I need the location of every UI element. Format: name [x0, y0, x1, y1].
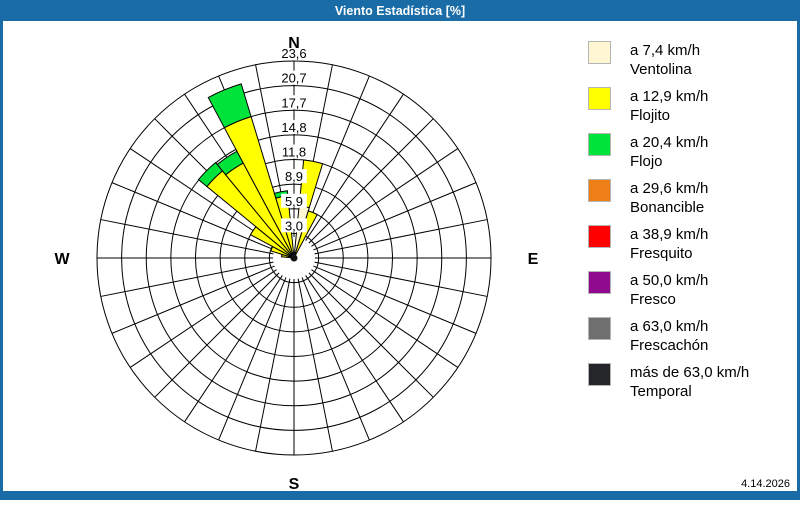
bottom-bar [0, 491, 800, 500]
legend-swatch-4-icon [588, 225, 611, 248]
rose-bar-segment [293, 210, 318, 259]
legend-item: a 29,6 km/h Bonancible [588, 179, 788, 217]
legend-item: a 12,9 km/h Flojito [588, 87, 788, 125]
compass-label-w: W [54, 251, 70, 268]
compass-label-e: E [528, 251, 539, 268]
ring-label: 23,6 [281, 46, 306, 61]
legend-name-label: Bonancible [630, 199, 705, 216]
legend-item: a 50,0 km/h Fresco [588, 271, 788, 309]
legend-swatch-2-icon [588, 133, 611, 156]
legend-speed-label: a 50,0 km/h [630, 272, 709, 289]
legend-speed-label: a 29,6 km/h [630, 180, 709, 197]
rose-bar-segment [273, 190, 289, 199]
ring-label: 17,7 [281, 95, 306, 110]
legend-speed-label: a 12,9 km/h [630, 88, 709, 105]
legend-swatch-3-icon [588, 179, 611, 202]
ring-label: 3,0 [285, 218, 303, 233]
legend-speed-label: a 20,4 km/h [630, 134, 709, 151]
legend-swatch-6-icon [588, 317, 611, 340]
legend-name-label: Flojo [630, 153, 663, 170]
window-border-right [797, 21, 800, 500]
legend-speed-label: más de 63,0 km/h [630, 364, 750, 381]
title-bar: Viento Estadística [%] [0, 0, 800, 21]
legend-swatch-7-icon [588, 363, 611, 386]
legend-name-label: Flojito [630, 107, 671, 124]
legend-item: más de 63,0 km/h Temporal [588, 363, 788, 401]
legend-name-label: Fresco [630, 291, 676, 308]
ring-label: 20,7 [281, 71, 306, 86]
rose-bar-segment [207, 83, 252, 129]
legend-name-label: Ventolina [630, 61, 692, 78]
legend-swatch-5-icon [588, 271, 611, 294]
legend-swatch-0-icon [588, 41, 611, 64]
legend-item: a 63,0 km/h Frescachón [588, 317, 788, 355]
ring-label: 8,9 [285, 169, 303, 184]
compass-label-s: S [289, 476, 300, 493]
legend-speed-label: a 38,9 km/h [630, 226, 709, 243]
date-label: 4.14.2026 [741, 478, 790, 490]
ring-label: 5,9 [285, 194, 303, 209]
legend-name-label: Frescachón [630, 337, 709, 354]
window-border-left [0, 21, 3, 500]
legend: a 7,4 km/h Ventolina a 12,9 km/h Flojito a 2… [588, 41, 788, 409]
rose-bar-segment [197, 161, 224, 188]
compass-label-n: N [288, 35, 300, 52]
ring-label: 14,8 [281, 120, 306, 135]
ring-label: 11,8 [282, 145, 306, 160]
window-title: Viento Estadística [%] [334, 3, 466, 18]
legend-speed-label: a 63,0 km/h [630, 318, 709, 335]
legend-item: a 20,4 km/h Flojo [588, 133, 788, 171]
legend-name-label: Temporal [630, 383, 692, 400]
legend-speed-label: a 7,4 km/h [630, 42, 701, 59]
legend-swatch-1-icon [588, 87, 611, 110]
legend-name-label: Fresquito [630, 245, 693, 262]
legend-item: a 38,9 km/h Fresquito [588, 225, 788, 263]
legend-item: a 7,4 km/h Ventolina [588, 41, 788, 79]
